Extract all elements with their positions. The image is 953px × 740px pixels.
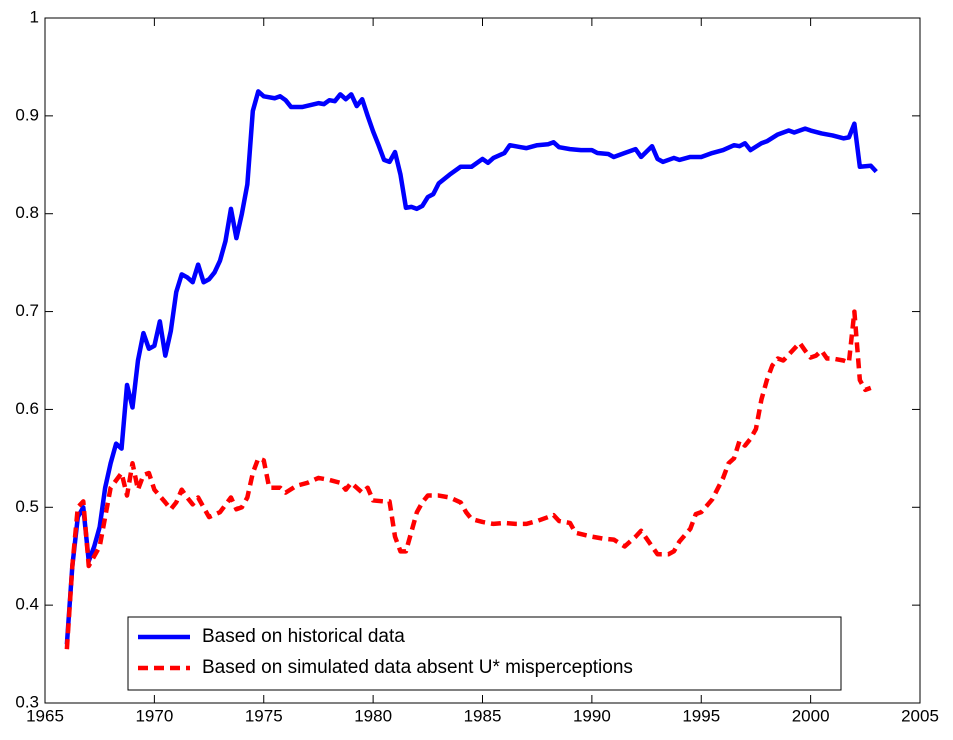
legend-label: Based on simulated data absent U* misper… [202, 657, 633, 678]
y-tick-label: 0.8 [15, 203, 39, 222]
plot-area [44, 17, 921, 704]
line-series [64, 309, 872, 650]
x-tick-label: 1970 [135, 706, 173, 725]
x-tick-label: 1985 [464, 706, 502, 725]
y-tick-label: 0.5 [15, 497, 39, 516]
x-tick-label: 1965 [26, 706, 64, 725]
legend: Based on historical data Based on simulat… [127, 616, 842, 691]
x-tick-label: 2005 [901, 706, 939, 725]
x-tick-label: 1990 [573, 706, 611, 725]
x-tick-label: 2000 [792, 706, 830, 725]
x-tick-label: 1980 [354, 706, 392, 725]
y-tick-label: 0.6 [15, 399, 39, 418]
x-tick-label: 1995 [682, 706, 720, 725]
y-tick-label: 0.7 [15, 301, 39, 320]
y-tick-label: 1 [30, 7, 39, 26]
y-tick-label: 0.9 [15, 105, 39, 124]
y-tick-label: 0.4 [15, 595, 39, 614]
line-series [64, 89, 878, 645]
legend-box [127, 616, 842, 691]
x-tick-label: 1975 [245, 706, 283, 725]
y-tick-label: 0.3 [15, 692, 39, 711]
legend-label: Based on historical data [202, 626, 405, 647]
